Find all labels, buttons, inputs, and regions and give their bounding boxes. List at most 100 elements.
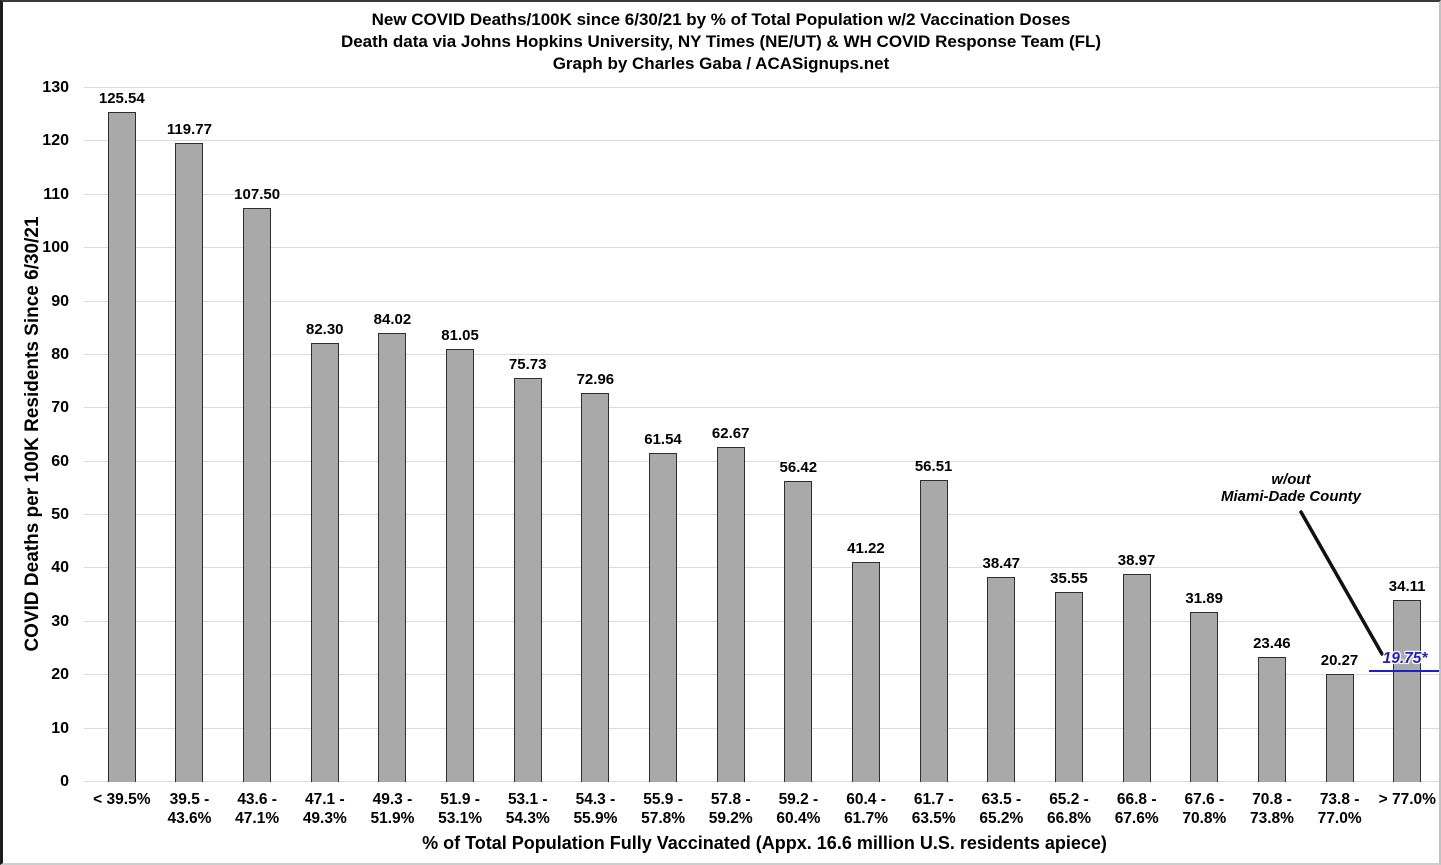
bar-slot: 107.50: [223, 88, 291, 782]
x-tick-label: 65.2 - 66.8%: [1047, 791, 1091, 827]
bar-slot: 75.73: [494, 88, 562, 782]
gridline: [84, 140, 1439, 142]
y-tick-label: 80: [51, 345, 69, 363]
x-tick-label: 55.9 - 57.8%: [641, 791, 686, 827]
bar: [784, 480, 813, 782]
gridline: [84, 87, 1439, 88]
bar-slot: 20.27: [1306, 88, 1374, 782]
x-tick-label: 43.6 - 47.1%: [235, 791, 280, 827]
gridline: [84, 460, 1439, 462]
bar-value-label: 35.55: [1050, 570, 1088, 588]
bar-value-label: 41.22: [847, 539, 885, 557]
bar: [107, 111, 136, 782]
y-tick-label: 20: [51, 666, 69, 684]
bar-value-label: 107.50: [234, 186, 281, 204]
bar-value-label: 31.89: [1185, 589, 1223, 607]
bar-slot: 125.54: [88, 88, 156, 782]
bar-slot: 84.02: [359, 88, 427, 782]
bar-value-label: 72.96: [576, 370, 615, 388]
bar: [1122, 573, 1151, 782]
bar: [1257, 656, 1286, 782]
y-tick-label: 10: [51, 719, 69, 737]
bar-slot: 38.97: [1103, 88, 1171, 782]
bar-value-label: 20.27: [1320, 651, 1359, 669]
chart-title: New COVID Deaths/100K since 6/30/21 by %…: [371, 10, 1071, 29]
y-axis-tick-labels: 0 10 20 30 40 50 60 70 80 90 100 110 120 130: [3, 79, 73, 790]
bar: [987, 576, 1016, 782]
x-tick-label: > 77.0%: [1378, 791, 1436, 808]
x-tick-label: < 39.5%: [93, 791, 151, 808]
bar-value-label: 81.05: [441, 327, 479, 345]
bar-slot: 119.77: [156, 88, 224, 782]
x-tick-label: 57.8 - 59.2%: [708, 791, 753, 827]
gridline: [84, 674, 1439, 676]
x-tick-label: 70.8 - 73.8%: [1250, 791, 1294, 827]
bar-value-label: 34.11: [1388, 577, 1426, 595]
y-tick-label: 70: [51, 399, 69, 417]
chart-credit: Graph by Charles Gaba / ACASignups.net: [552, 54, 890, 73]
x-tick-label: 51.9 - 53.1%: [438, 791, 483, 827]
x-tick-label: 66.8 - 67.6%: [1114, 791, 1159, 827]
annotation-label-line1: w/out: [1271, 471, 1311, 488]
chart-header: New COVID Deaths/100K since 6/30/21 by %…: [3, 9, 1439, 75]
bar: [919, 480, 948, 782]
plot-area: 125.54 119.77 107.50 82.30 84.02 81.05 75.73 72…: [84, 87, 1439, 782]
bar-value-label: 125.54: [98, 89, 145, 107]
gridline: [84, 727, 1439, 729]
annotation-label-line2: Miami-Dade County: [1220, 488, 1361, 505]
x-axis-title: % of Total Population Fully Vaccinated (…: [422, 833, 1107, 853]
bar-slot: 23.46: [1238, 88, 1306, 782]
bar-slot: 31.89: [1170, 88, 1238, 782]
bar-value-label: 61.54: [644, 431, 682, 449]
annotation-value: 19.75*: [1369, 650, 1439, 672]
bar: [513, 377, 542, 782]
bar: [1054, 592, 1083, 782]
gridline: [84, 620, 1439, 622]
y-tick-label: 50: [51, 506, 69, 524]
gridline: [84, 407, 1439, 409]
bar: [851, 561, 880, 782]
bar-slot: 38.47: [967, 88, 1035, 782]
x-axis-tick-labels: < 39.5% 39.5 - 43.6% 43.6 - 47.1% 47.1 - 49…: [88, 790, 1439, 828]
y-tick-label: 100: [42, 239, 69, 257]
y-tick-label: 130: [42, 79, 69, 96]
bar-value-label: 62.67: [711, 425, 750, 443]
gridline: [84, 567, 1439, 569]
x-tick-label: 49.3 - 51.9%: [370, 791, 415, 827]
y-tick-label: 40: [51, 559, 69, 577]
gridline: [84, 247, 1439, 249]
bar-value-label: 38.47: [982, 554, 1021, 572]
y-tick-label: 120: [42, 132, 69, 150]
bar-slot: 34.11: [1373, 88, 1439, 782]
bar: [581, 392, 610, 782]
bar-slot: 62.67: [697, 88, 765, 782]
bar: [175, 142, 204, 782]
bar-slot: 41.22: [832, 88, 900, 782]
x-tick-label: 67.6 - 70.8%: [1182, 791, 1227, 827]
x-tick-label: 53.1 - 54.3%: [505, 791, 550, 827]
bar-value-label: 75.73: [508, 355, 547, 373]
bar: [716, 447, 745, 782]
bar: [649, 453, 677, 782]
x-tick-label: 47.1 - 49.3%: [302, 791, 347, 827]
bar: [446, 349, 475, 782]
y-tick-label: 0: [60, 773, 69, 790]
x-tick-label: 39.5 - 43.6%: [167, 791, 212, 827]
gridline: [84, 353, 1439, 355]
y-tick-label: 60: [51, 452, 69, 470]
bar: [243, 208, 272, 782]
bar-slot: 82.30: [291, 88, 359, 782]
bar-value-label: 56.51: [914, 458, 953, 476]
gridline: [84, 300, 1439, 302]
bar: [378, 333, 407, 782]
bar-slot: 56.42: [765, 88, 833, 782]
x-tick-label: 63.5 - 65.2%: [979, 791, 1024, 827]
bar-value-label: 23.46: [1253, 634, 1291, 652]
x-tick-label: 59.2 - 60.4%: [776, 791, 821, 827]
annotation-label: w/out Miami-Dade County: [1208, 471, 1374, 505]
bar: [1190, 611, 1219, 782]
bar-slot: 81.05: [426, 88, 494, 782]
bar-value-label: 82.30: [305, 320, 344, 338]
x-tick-label: 54.3 - 55.9%: [573, 791, 618, 827]
